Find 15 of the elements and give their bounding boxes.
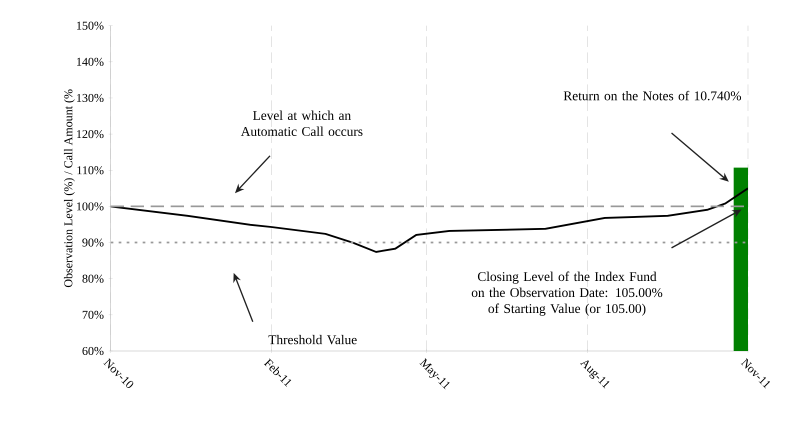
y-tick-label: 90%: [82, 238, 104, 247]
annotation: Return on the Notes of 10.740%: [564, 90, 742, 100]
y-tick-label: 140%: [77, 58, 104, 66]
y-tick-label: 110%: [77, 166, 104, 174]
y-tick-label: 100%: [77, 202, 104, 210]
y-tick-label: 150%: [77, 22, 104, 30]
y-axis-title: Observation Level (%) / Call Amount (%: [64, 89, 75, 288]
annotation: Level at which an Automatic Call occurs: [240, 110, 362, 136]
y-tick-label: 80%: [82, 274, 104, 283]
annotation: Threshold Value: [268, 334, 357, 344]
annotation: Closing Level of the Index Fund on the Observation Date: 105.00% of Starting Value (or 105.00): [472, 272, 662, 316]
y-tick-label: 120%: [77, 130, 104, 138]
y-tick-label: 60%: [82, 346, 104, 356]
y-tick-label: 130%: [77, 94, 104, 102]
y-tick-label: 70%: [82, 310, 104, 319]
